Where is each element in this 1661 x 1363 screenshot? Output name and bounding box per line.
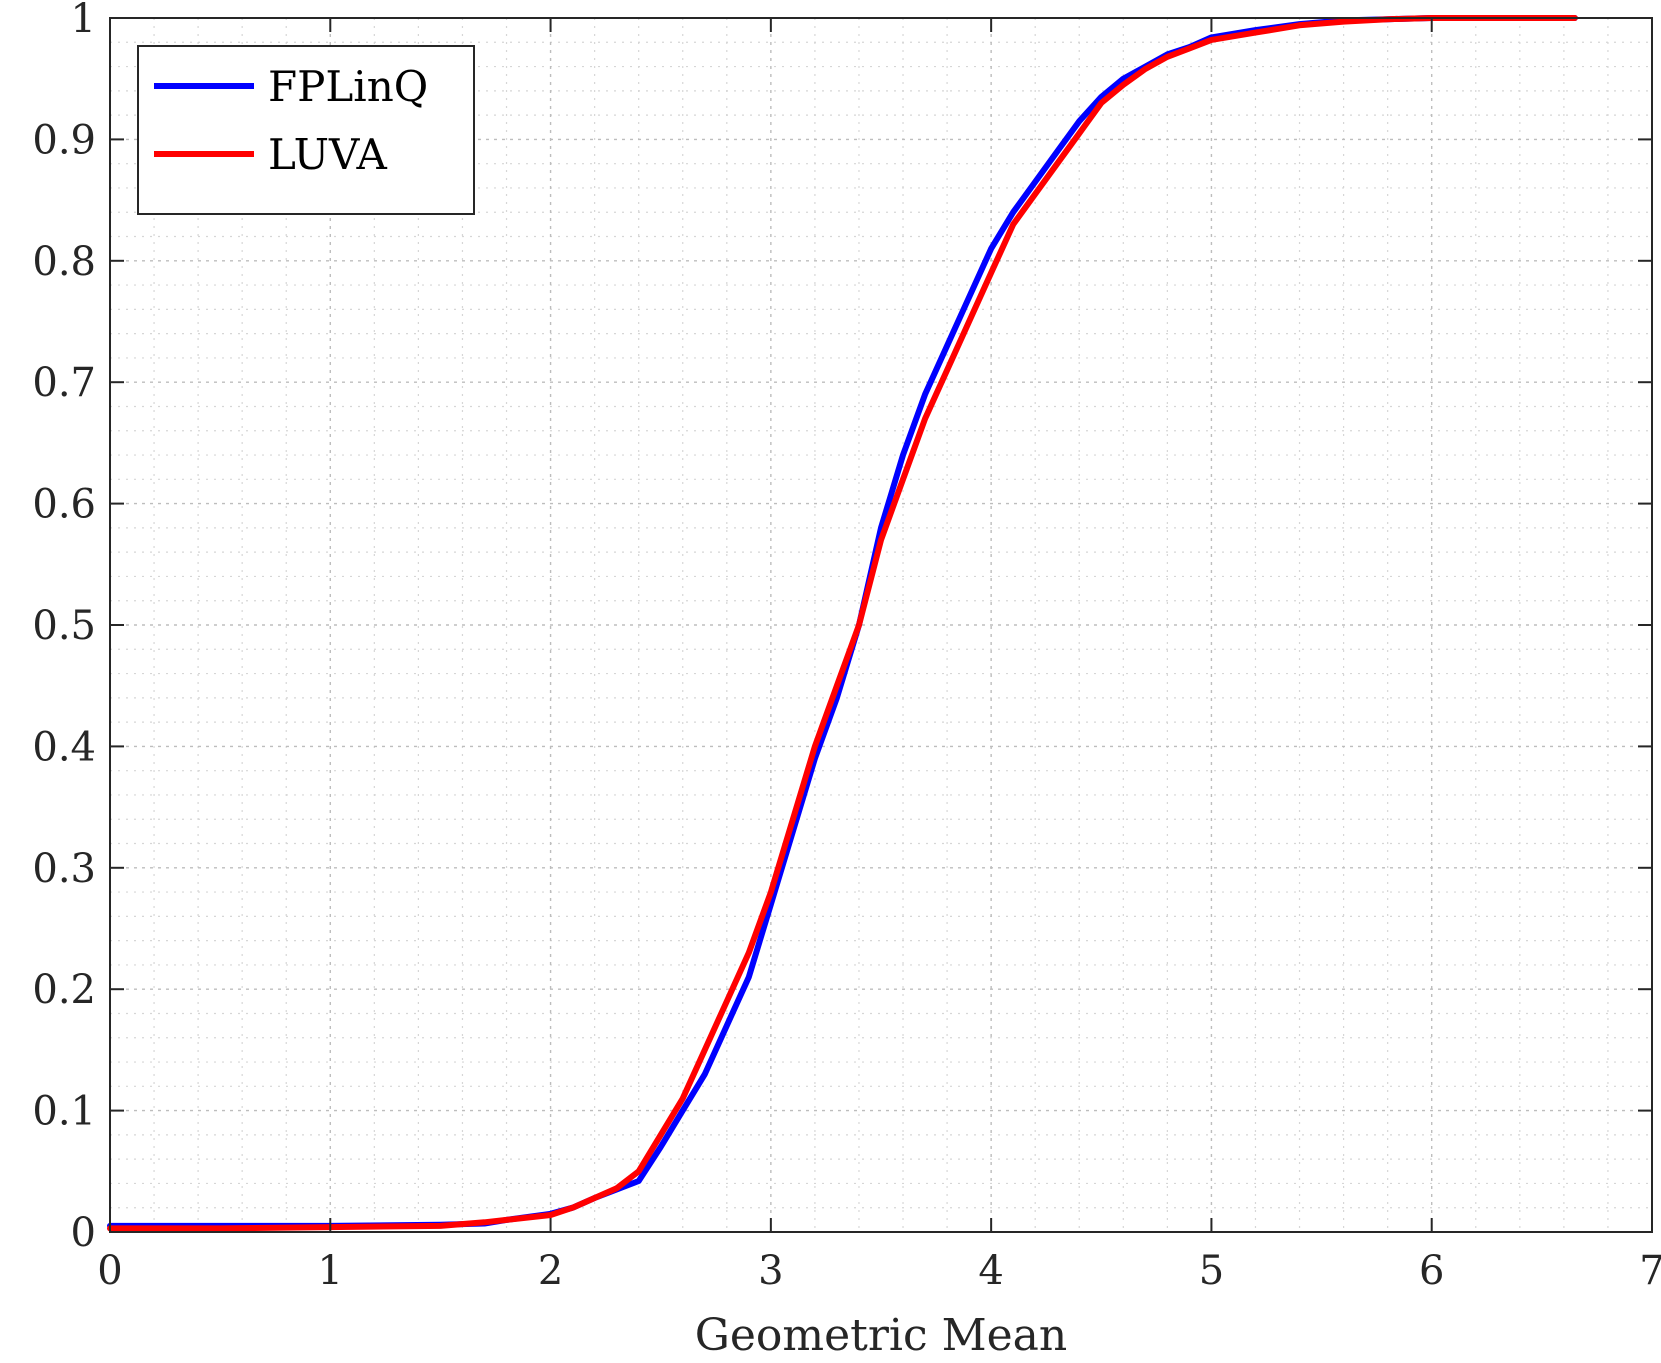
y-tick-label: 0.2 — [32, 967, 96, 1013]
y-tick-label: 0.1 — [32, 1089, 96, 1135]
x-tick-label: 4 — [978, 1248, 1003, 1294]
y-tick-label: 0.8 — [32, 239, 96, 285]
x-tick-label: 0 — [97, 1248, 122, 1294]
y-tick-label: 0 — [71, 1210, 96, 1256]
y-tick-label: 1 — [71, 0, 96, 42]
y-tick-label: 0.4 — [32, 724, 96, 770]
series-line-luva — [107, 15, 1578, 1232]
legend-box — [137, 45, 475, 215]
major-grid — [110, 18, 1652, 1232]
x-axis-title: Geometric Mean — [695, 1310, 1068, 1361]
x-tick-label: 1 — [318, 1248, 343, 1294]
series-layer — [107, 15, 1578, 1232]
x-tick-label: 2 — [538, 1248, 563, 1294]
legend-label-fplinq: FPLinQ — [268, 62, 428, 111]
y-tick-label: 0.9 — [32, 117, 96, 163]
tick-marks — [109, 17, 1653, 1233]
y-tick-label: 0.6 — [32, 482, 96, 528]
x-tick-label: 3 — [758, 1248, 783, 1294]
x-tick-label: 6 — [1419, 1248, 1444, 1294]
legend-label-luva: LUVA — [268, 130, 387, 179]
y-tick-label: 0.7 — [32, 360, 96, 406]
y-tick-label: 0.5 — [32, 603, 96, 649]
legend: FPLinQ LUVA — [137, 45, 475, 215]
x-tick-label: 5 — [1199, 1248, 1224, 1294]
y-tick-labels: 0 0.1 0.2 0.3 0.4 0.5 0.6 0.7 0.8 0.9 1 — [32, 0, 96, 1256]
x-tick-labels: 0 1 2 3 4 5 6 7 — [97, 1248, 1661, 1294]
y-tick-label: 0.3 — [32, 846, 96, 892]
x-tick-label: 7 — [1639, 1248, 1661, 1294]
